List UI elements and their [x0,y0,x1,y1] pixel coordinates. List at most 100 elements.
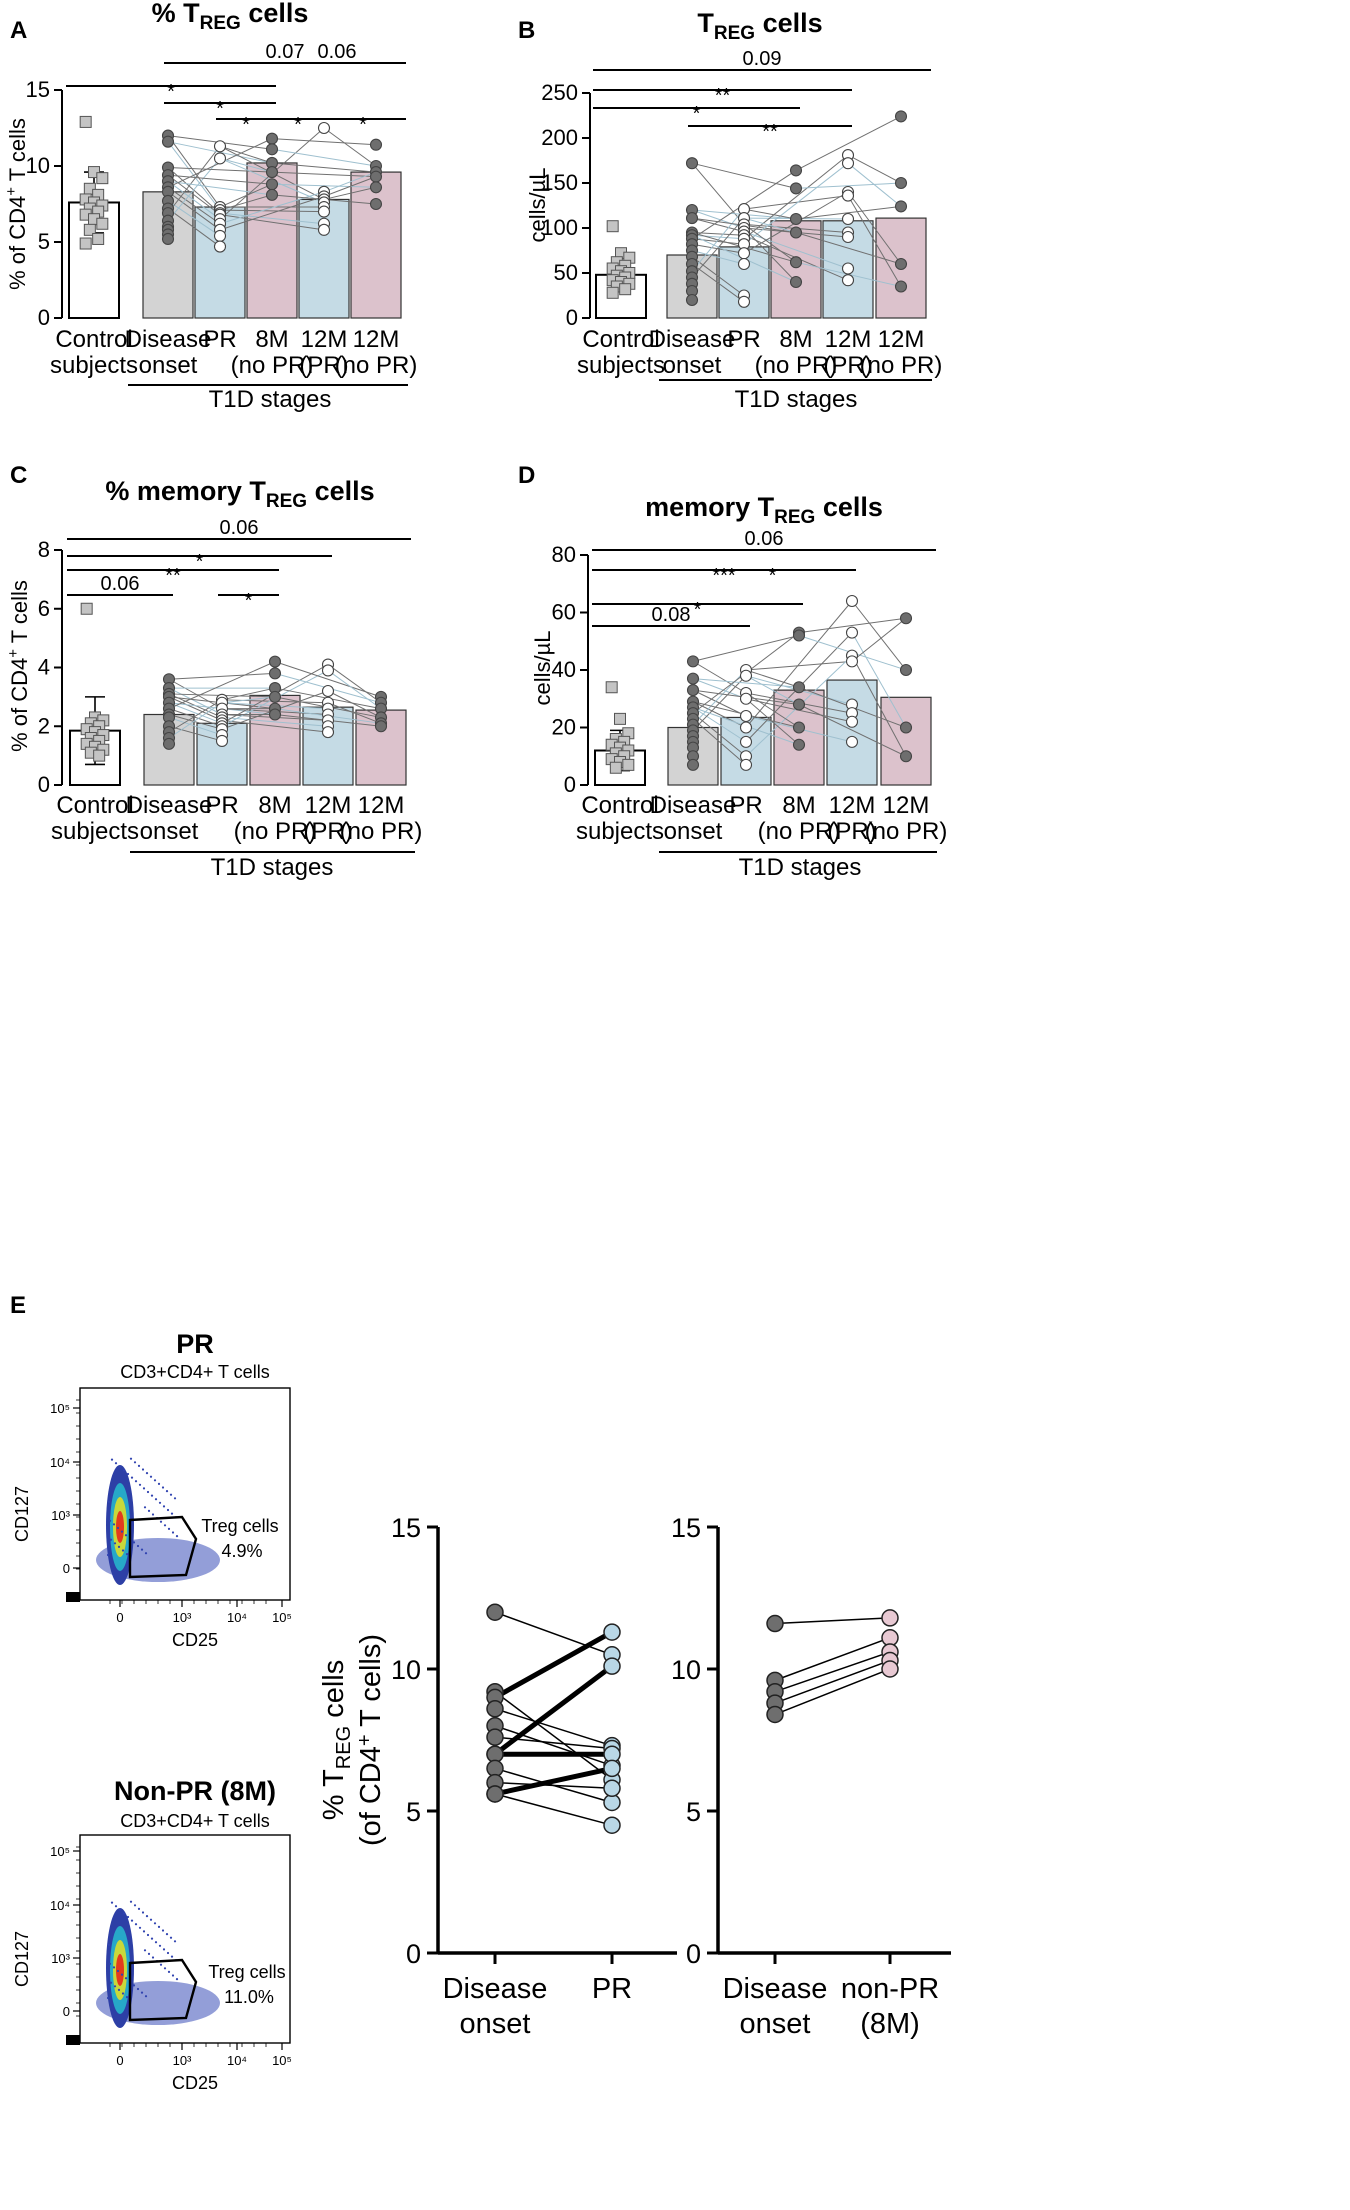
data-point [685,212,699,225]
x-axis-label: CD25 [172,1630,218,1650]
x-category-label: PR [205,792,238,819]
subject-trajectory [691,217,745,233]
y-tick-label: 10³ [51,1508,70,1523]
event-dot [112,1523,116,1526]
x-category-label: 12M [829,792,876,819]
y-axis-label-2: (of CD4+ T cells) [354,1634,387,1846]
t1d-label: T1D stages [209,386,332,413]
event-dot [157,1925,161,1928]
y-tick-label: 0 [406,1939,421,1969]
event-dot [116,1526,120,1530]
data-point [737,257,751,271]
panel-title-sub: REG [200,13,241,34]
y-tick-label: 20 [552,715,576,740]
subject-trajectory [795,205,902,220]
event-dot [150,1494,154,1497]
x-tick-label: 10³ [173,1610,192,1625]
data-point [792,698,806,711]
subject-trajectory [691,162,797,189]
event-dot [147,1952,151,1955]
y-axis-label: % of CD4+ T cells [5,580,32,752]
x-category-label: onset [663,352,722,379]
panel-b: B TREG cells cells/µL 0 50 100 150 200 250 Contro… [518,8,942,413]
event-dot [145,1472,149,1475]
x-category-label: 12M [301,326,348,353]
density-core [116,1511,124,1543]
bar [350,171,402,319]
x-category-label: Control [55,326,132,353]
paired-line [774,1659,891,1704]
panel-letter: C [10,462,27,489]
event-dot [166,1508,170,1512]
data-point [894,176,908,190]
significance-label: * [216,98,224,120]
data-point [265,166,279,179]
y-tick-label: 0 [63,2004,70,2019]
x-category-label: (no PR) [860,352,943,379]
event-dot [129,1457,133,1460]
data-point [321,664,335,677]
y-axis-label: cells/µL [530,630,555,705]
panel-title-sub: REG [714,23,755,44]
subject-trajectory [851,655,907,757]
gate-value: 4.9% [221,1541,262,1561]
subject-trajectory [167,200,221,237]
subject-trajectory [851,632,907,728]
x-category-label: 8M [258,792,291,819]
event-dot [167,1970,171,1973]
event-dot [113,1542,117,1545]
y-axis-label: cells/µL [525,167,550,242]
x-category-label: (no PR) [340,818,423,845]
event-dot [114,1462,118,1465]
gate-value: 11.0% [224,1987,274,2007]
event-dot [136,1544,140,1548]
x-category-label: (no PR) [865,818,948,845]
significance-label: 0.07 [266,41,305,63]
data-point [739,721,753,734]
event-dot [110,1901,114,1904]
x-category-label: (no PR) [234,818,317,845]
subject-trajectory [271,138,377,146]
significance-label: * [294,114,302,136]
subject-trajectory [168,708,223,727]
y-axis-label-main: % of CD4 [5,196,30,290]
y-tick-label: 0 [686,1939,701,1969]
panel-title-end: cells [755,8,823,38]
data-point [841,274,855,287]
x-category-label: onset [140,818,199,845]
data-point [161,135,175,148]
y-tick-label: 10⁴ [50,1898,70,1913]
control-point [83,223,96,236]
subject-trajectory [743,217,797,233]
subject-trajectory [847,162,902,207]
subject-trajectory [692,718,747,766]
subject-trajectory [327,702,382,724]
x-category-label: onset [139,352,198,379]
event-dot [153,1922,157,1925]
paired-line [774,1668,891,1716]
event-dot [129,1900,133,1903]
bar [595,273,647,319]
x-category-label: subjects [576,818,664,845]
data-point [737,247,751,260]
x-category-label: onset [460,2008,531,2040]
subject-trajectory [692,675,747,731]
data-point [268,708,282,721]
panel-letter: A [10,17,27,44]
x-category-label: Disease [443,1973,548,2005]
control-point [614,712,626,725]
data-point [899,612,913,625]
x-category-label: Control [56,792,133,819]
data-point [841,212,855,226]
axis-origin-block [66,1592,80,1602]
panel-title-sub: REG [266,491,307,512]
subject-trajectory [847,154,902,184]
onset-point [766,1614,784,1633]
data-point [369,181,383,194]
panel-letter: D [518,462,535,489]
subject-trajectory [795,115,902,171]
subject-trajectory [271,148,377,167]
subject-trajectory [167,158,221,222]
treg-gate [128,1958,198,2022]
event-dot [161,1929,165,1932]
